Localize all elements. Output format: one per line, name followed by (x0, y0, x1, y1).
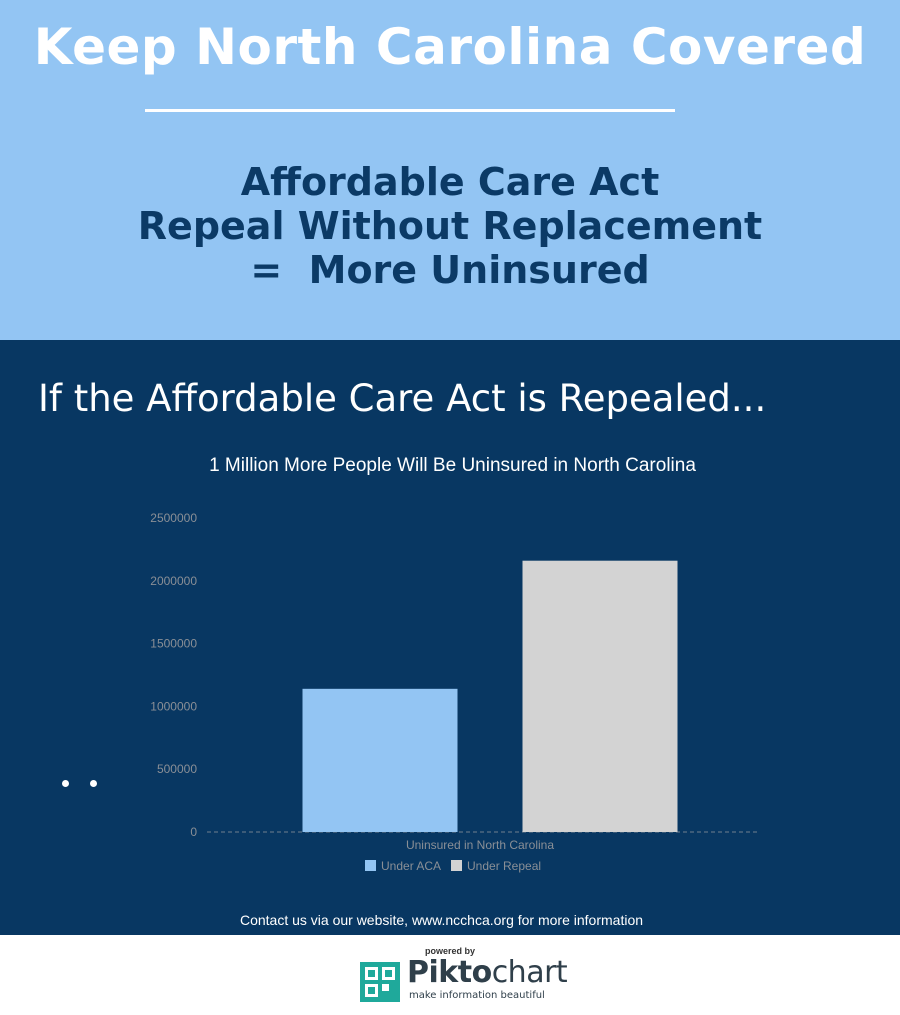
header-banner: Keep North Carolina Covered Affordable C… (0, 0, 900, 340)
bar-chart: 0 500000 1000000 1500000 2000000 2500000 Unins… (150, 511, 757, 873)
x-category-label: Uninsured in North Carolina (406, 838, 554, 852)
subtitle-line-3: = More Uninsured (250, 248, 650, 292)
y-tick-label: 2500000 (150, 511, 197, 525)
page-title: Keep North Carolina Covered (33, 18, 867, 76)
y-tick-label: 500000 (157, 762, 197, 776)
legend-swatch (451, 860, 462, 871)
section-heading: If the Affordable Care Act is Repealed..… (38, 377, 767, 420)
bar-under-repeal (522, 560, 678, 832)
powered-by-label: powered by (424, 946, 475, 956)
piktochart-wordmark: Piktochart (407, 955, 568, 990)
piktochart-logo-icon (360, 962, 400, 1002)
dot-icon (62, 780, 69, 787)
footer-branding (0, 935, 900, 1015)
brand-bold: Pikto (407, 955, 492, 990)
bar-under-aca (302, 688, 458, 832)
subtitle-line-1: Affordable Care Act (240, 160, 660, 204)
y-tick-label: 1500000 (150, 637, 197, 651)
chart-section (0, 340, 900, 935)
brand-rest: chart (491, 955, 568, 990)
legend-swatch (365, 860, 376, 871)
title-divider (145, 109, 675, 112)
chart-title: 1 Million More People Will Be Uninsured … (209, 455, 696, 476)
legend-label: Under Repeal (467, 859, 541, 873)
subtitle-line-2: Repeal Without Replacement (137, 204, 763, 248)
contact-text: Contact us via our website, www.ncchca.o… (239, 912, 644, 928)
piktochart-tagline: make information beautiful (409, 990, 545, 1001)
y-tick-label: 2000000 (150, 574, 197, 588)
y-tick-label: 0 (190, 825, 197, 839)
dot-icon (90, 780, 97, 787)
y-tick-label: 1000000 (150, 699, 197, 713)
legend-label: Under ACA (381, 859, 441, 873)
